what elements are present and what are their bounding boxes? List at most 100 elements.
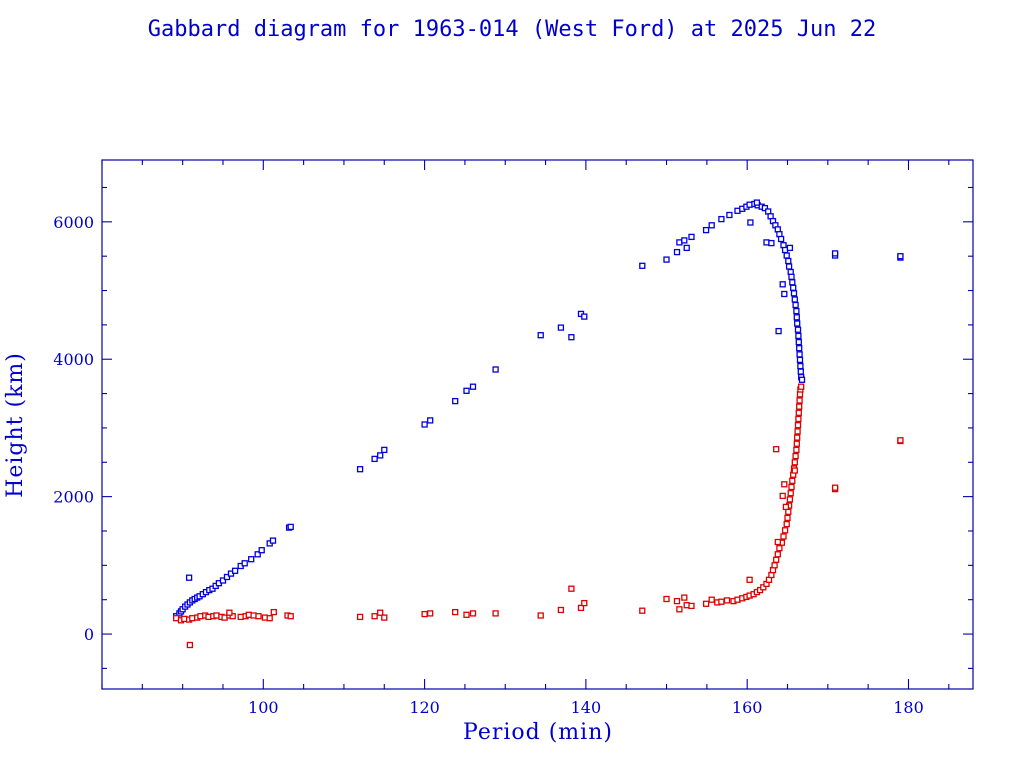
perigee-point <box>452 608 459 616</box>
perigee-point <box>681 594 688 601</box>
apogee-point <box>775 327 782 335</box>
perigee-point <box>463 611 470 618</box>
perigee-point <box>255 613 262 620</box>
apogee-point <box>231 567 239 574</box>
x-tick-label: 160 <box>732 698 763 717</box>
apogee-point <box>537 332 544 339</box>
tick-labels: 100 120 140 160 180 0 2000 4000 6000 <box>53 213 923 717</box>
perigee-point <box>537 612 544 619</box>
perigee-point <box>581 599 588 607</box>
data-points <box>173 199 904 649</box>
apogee-point <box>831 250 839 257</box>
apogee-point <box>797 368 804 375</box>
series-perigee <box>173 383 904 649</box>
perigee-point <box>780 533 787 540</box>
perigee-point <box>557 606 565 614</box>
apogee-point <box>794 326 802 333</box>
apogee-point <box>779 281 786 288</box>
apogee-point <box>356 466 364 473</box>
apogee-point <box>223 573 231 581</box>
perigee-point <box>746 576 753 583</box>
perigee-point <box>287 613 294 620</box>
perigee-point <box>789 477 796 484</box>
apogee-point <box>796 356 804 364</box>
apogee-point <box>185 574 193 581</box>
apogee-point <box>681 237 688 244</box>
perigee-point <box>673 597 681 605</box>
apogee-point <box>568 334 575 341</box>
apogee-point <box>463 387 470 394</box>
apogee-point <box>790 284 797 291</box>
y-tick-label: 6000 <box>53 213 94 232</box>
perigee-point <box>794 434 801 441</box>
perigee-point <box>760 584 767 591</box>
apogee-point <box>783 252 790 259</box>
perigee-point <box>791 467 798 474</box>
perigee-point <box>796 397 803 404</box>
perigee-point <box>897 437 904 444</box>
apogee-point <box>452 397 459 405</box>
apogee-point <box>269 537 277 544</box>
perigee-point <box>787 490 794 497</box>
plot-frame <box>101 159 974 690</box>
apogee-point <box>777 235 785 243</box>
apogee-point <box>492 366 499 373</box>
x-tick-label: 100 <box>248 698 279 717</box>
perigee-point <box>226 609 233 616</box>
apogee-point <box>793 314 800 321</box>
perigee-point <box>795 409 802 416</box>
apogee-point <box>219 577 227 584</box>
perigee-point <box>779 492 786 500</box>
apogee-point <box>371 455 378 463</box>
apogee-point <box>421 421 428 428</box>
perigee-point <box>266 615 273 622</box>
axis-ticks <box>101 160 973 689</box>
apogee-point <box>702 226 710 234</box>
apogee-point <box>427 417 434 424</box>
apogee-point <box>254 551 261 558</box>
perigee-point <box>774 538 781 546</box>
perigee-point <box>639 607 646 614</box>
perigee-point <box>421 610 428 618</box>
apogee-point <box>792 301 799 309</box>
apogee-point <box>241 560 248 567</box>
apogee-point <box>781 290 788 298</box>
perigee-point <box>784 514 791 522</box>
perigee-point <box>568 585 575 592</box>
x-axis-label: Period (min) <box>463 720 613 745</box>
apogee-point <box>726 211 733 219</box>
apogee-point <box>796 345 803 352</box>
y-tick-label: 0 <box>84 625 94 644</box>
perigee-point <box>676 606 683 613</box>
apogee-point <box>673 248 681 256</box>
perigee-point <box>723 597 731 604</box>
perigee-point <box>793 446 800 454</box>
perigee-point <box>768 571 775 579</box>
apogee-point <box>786 244 794 252</box>
perigee-point <box>773 556 780 563</box>
apogee-point <box>747 219 754 226</box>
apogee-point <box>796 351 803 358</box>
series-apogee <box>173 199 904 620</box>
perigee-point <box>186 641 194 649</box>
perigee-point <box>270 608 277 616</box>
perigee-point <box>793 440 800 447</box>
apogee-point <box>688 233 695 241</box>
apogee-point <box>795 338 802 346</box>
apogee-point <box>581 313 588 320</box>
perigee-point <box>229 613 236 620</box>
apogee-point <box>788 273 795 280</box>
y-tick-label: 4000 <box>53 350 94 369</box>
perigee-point <box>791 459 798 466</box>
perigee-point <box>577 604 585 612</box>
perigee-point <box>492 610 499 617</box>
y-tick-label: 2000 <box>53 488 94 507</box>
apogee-point <box>377 452 384 459</box>
apogee-point <box>768 239 775 247</box>
apogee-point <box>795 332 802 340</box>
apogee-point <box>793 307 800 315</box>
apogee-point <box>790 290 798 297</box>
perigee-point <box>708 596 715 603</box>
chart-title: Gabbard diagram for 1963-014 (West Ford)… <box>148 17 876 42</box>
